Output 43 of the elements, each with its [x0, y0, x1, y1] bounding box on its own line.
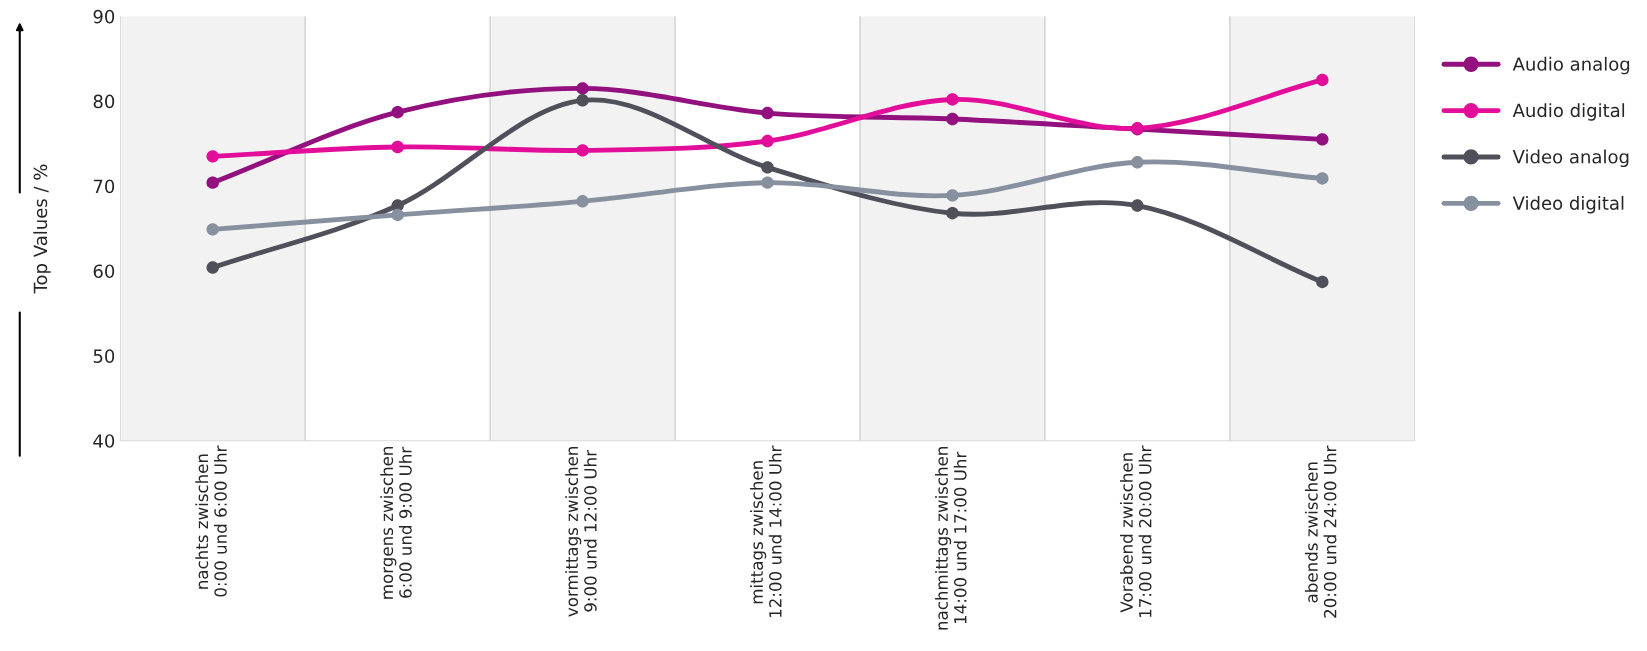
point [576, 144, 589, 157]
x-tick-label: abends zwischen 20:00 und 24:00 Uhr [1304, 445, 1337, 618]
legend-label: Audio analog [1512, 56, 1630, 75]
point [576, 195, 589, 208]
y-tick-label: 90 [93, 9, 115, 24]
point [761, 106, 774, 120]
point [206, 176, 219, 189]
point [576, 94, 589, 107]
point [1316, 275, 1329, 289]
point [391, 208, 404, 222]
y-tick-label: 80 [93, 94, 115, 109]
point [761, 134, 774, 148]
point [946, 93, 959, 106]
x-tick-label: nachmittags zwischen 14:00 und 17:00 Uhr [935, 447, 967, 630]
point [206, 261, 219, 274]
point [1316, 133, 1329, 146]
point [1316, 73, 1329, 87]
x-tick-label: vormittags zwischen 9:00 und 12:00 Uhr [565, 447, 597, 617]
y-tick-label: 50 [93, 349, 115, 363]
y-axis-title: Top Values / % [33, 164, 51, 294]
point [206, 150, 219, 163]
y-tick-label: 40 [93, 434, 115, 448]
legend-label: Video analog [1512, 149, 1629, 168]
point [946, 189, 959, 202]
y-tick-label: 70 [93, 179, 115, 194]
point [1131, 199, 1144, 212]
point [576, 82, 589, 95]
point [1316, 172, 1329, 185]
legend-label: Audio digital [1512, 103, 1625, 121]
x-tick-label: nachts zwischen 0:00 und 6:00 Uhr [195, 445, 227, 597]
x-tick-label: morgens zwischen 6:00 und 9:00 Uhr [380, 446, 412, 599]
point [391, 140, 404, 154]
point [206, 223, 219, 236]
point [391, 105, 404, 119]
legend-label: Video digital [1512, 195, 1624, 214]
point [1131, 156, 1144, 169]
y-tick-label: 60 [93, 264, 115, 279]
x-tick-label: mittags zwischen 12:00 und 14:00 Uhr [750, 445, 782, 618]
point [946, 207, 959, 220]
point [761, 161, 774, 174]
x-tick-label: Vorabend zwischen 17:00 und 20:00 Uhr [1119, 445, 1152, 618]
point [946, 112, 959, 126]
point [761, 176, 774, 189]
